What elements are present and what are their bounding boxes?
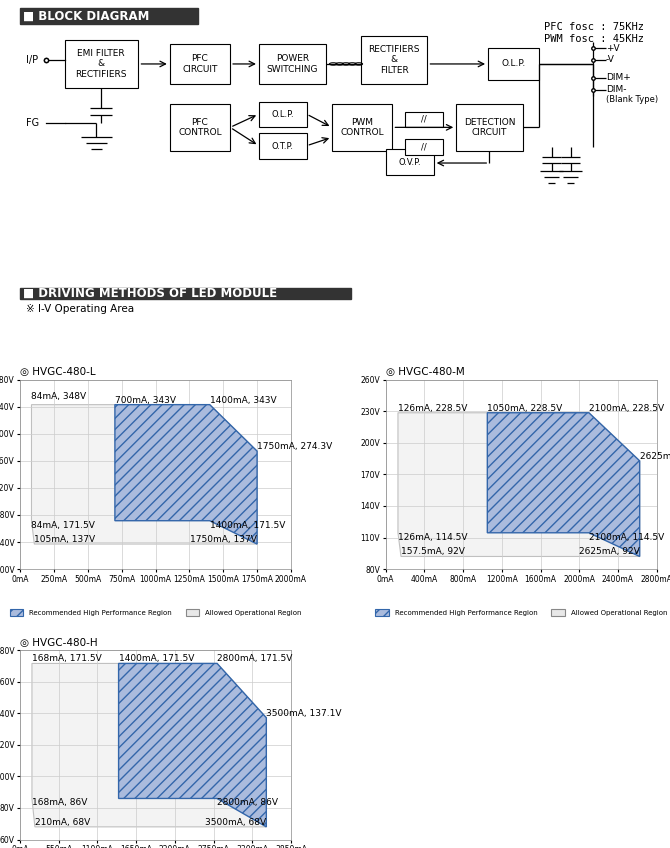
Text: ◎ HVGC-480-M: ◎ HVGC-480-M [386,367,464,377]
FancyBboxPatch shape [170,44,230,84]
Text: 3500mA, 137.1V: 3500mA, 137.1V [267,709,342,717]
Text: ※ I-V Operating Area: ※ I-V Operating Area [26,304,135,315]
Text: 168mA, 171.5V: 168mA, 171.5V [32,655,102,663]
Text: DIM+: DIM+ [606,73,630,82]
Text: 105mA, 137V: 105mA, 137V [34,535,95,544]
Text: RECTIFIERS
&
FILTER: RECTIFIERS & FILTER [369,45,420,75]
FancyBboxPatch shape [170,103,230,151]
Text: 1400mA, 343V: 1400mA, 343V [210,396,276,404]
Text: 700mA, 343V: 700mA, 343V [115,396,176,404]
Text: 2800mA, 171.5V: 2800mA, 171.5V [217,655,293,663]
Text: 3500mA, 68V: 3500mA, 68V [205,817,267,827]
Text: 2625mA, 92V: 2625mA, 92V [579,548,640,556]
Text: PFC fosc : 75KHz
PWM fosc : 45KHz: PFC fosc : 75KHz PWM fosc : 45KHz [544,22,644,44]
Text: 157.5mA, 92V: 157.5mA, 92V [401,548,465,556]
Text: 84mA, 171.5V: 84mA, 171.5V [31,521,95,530]
Text: 1050mA, 228.5V: 1050mA, 228.5V [487,404,563,413]
Polygon shape [398,413,640,556]
FancyBboxPatch shape [64,40,138,87]
Text: ■ BLOCK DIAGRAM: ■ BLOCK DIAGRAM [23,10,149,23]
Polygon shape [32,663,267,827]
Polygon shape [31,404,257,544]
FancyBboxPatch shape [259,133,307,159]
Text: 126mA, 228.5V: 126mA, 228.5V [398,404,467,413]
Text: 84mA, 348V: 84mA, 348V [31,393,86,401]
FancyBboxPatch shape [20,287,351,298]
Text: -V: -V [606,55,614,64]
Text: //: // [421,115,427,124]
Text: 2100mA, 228.5V: 2100mA, 228.5V [589,404,664,413]
FancyBboxPatch shape [360,36,427,84]
Text: 2625mA, 182.8V: 2625mA, 182.8V [640,452,670,460]
FancyBboxPatch shape [259,44,326,84]
FancyBboxPatch shape [405,139,444,155]
Text: PWM
CONTROL: PWM CONTROL [340,118,384,137]
FancyBboxPatch shape [456,103,523,151]
FancyBboxPatch shape [20,8,198,25]
Polygon shape [115,404,257,544]
FancyBboxPatch shape [405,111,444,127]
FancyBboxPatch shape [259,102,307,127]
FancyBboxPatch shape [332,103,393,151]
Text: 2800mA, 86V: 2800mA, 86V [217,799,278,807]
Text: 126mA, 114.5V: 126mA, 114.5V [398,533,468,542]
Legend: Recommended High Performance Region, Allowed Operational Region: Recommended High Performance Region, All… [7,606,304,619]
Text: 1400mA, 171.5V: 1400mA, 171.5V [210,521,285,530]
Text: O.V.P.: O.V.P. [399,158,421,166]
Text: PFC
CONTROL: PFC CONTROL [178,118,222,137]
Text: //: // [421,142,427,152]
Text: DETECTION
CIRCUIT: DETECTION CIRCUIT [464,118,515,137]
Text: PFC
CIRCUIT: PFC CIRCUIT [182,54,218,74]
FancyBboxPatch shape [488,48,539,80]
Text: +V: +V [606,43,619,53]
FancyBboxPatch shape [386,149,434,175]
Text: 1400mA, 171.5V: 1400mA, 171.5V [119,655,194,663]
Text: 210mA, 68V: 210mA, 68V [35,817,90,827]
Text: ◎ HVGC-480-H: ◎ HVGC-480-H [20,638,98,648]
Text: POWER
SWITCHING: POWER SWITCHING [267,54,318,74]
Legend: Recommended High Performance Region, Allowed Operational Region: Recommended High Performance Region, All… [373,606,670,619]
Text: I/P: I/P [26,55,39,65]
Text: 1750mA, 137V: 1750mA, 137V [190,535,257,544]
Text: ◎ HVGC-480-L: ◎ HVGC-480-L [20,367,96,377]
Text: ■ DRIVING METHODS OF LED MODULE: ■ DRIVING METHODS OF LED MODULE [23,287,277,299]
Text: 168mA, 86V: 168mA, 86V [32,799,87,807]
Text: DIM-: DIM- [606,85,626,94]
Polygon shape [119,663,267,827]
Text: EMI FILTER
&
RECTIFIERS: EMI FILTER & RECTIFIERS [76,49,127,79]
Text: 1750mA, 274.3V: 1750mA, 274.3V [257,442,332,451]
Polygon shape [487,413,640,556]
Text: FG: FG [26,119,40,128]
Text: O.L.P.: O.L.P. [271,110,294,119]
Text: (Blank Type): (Blank Type) [606,95,658,104]
Text: O.L.P.: O.L.P. [501,59,525,69]
Text: O.T.P.: O.T.P. [271,142,293,151]
Text: 2100mA, 114.5V: 2100mA, 114.5V [589,533,664,542]
